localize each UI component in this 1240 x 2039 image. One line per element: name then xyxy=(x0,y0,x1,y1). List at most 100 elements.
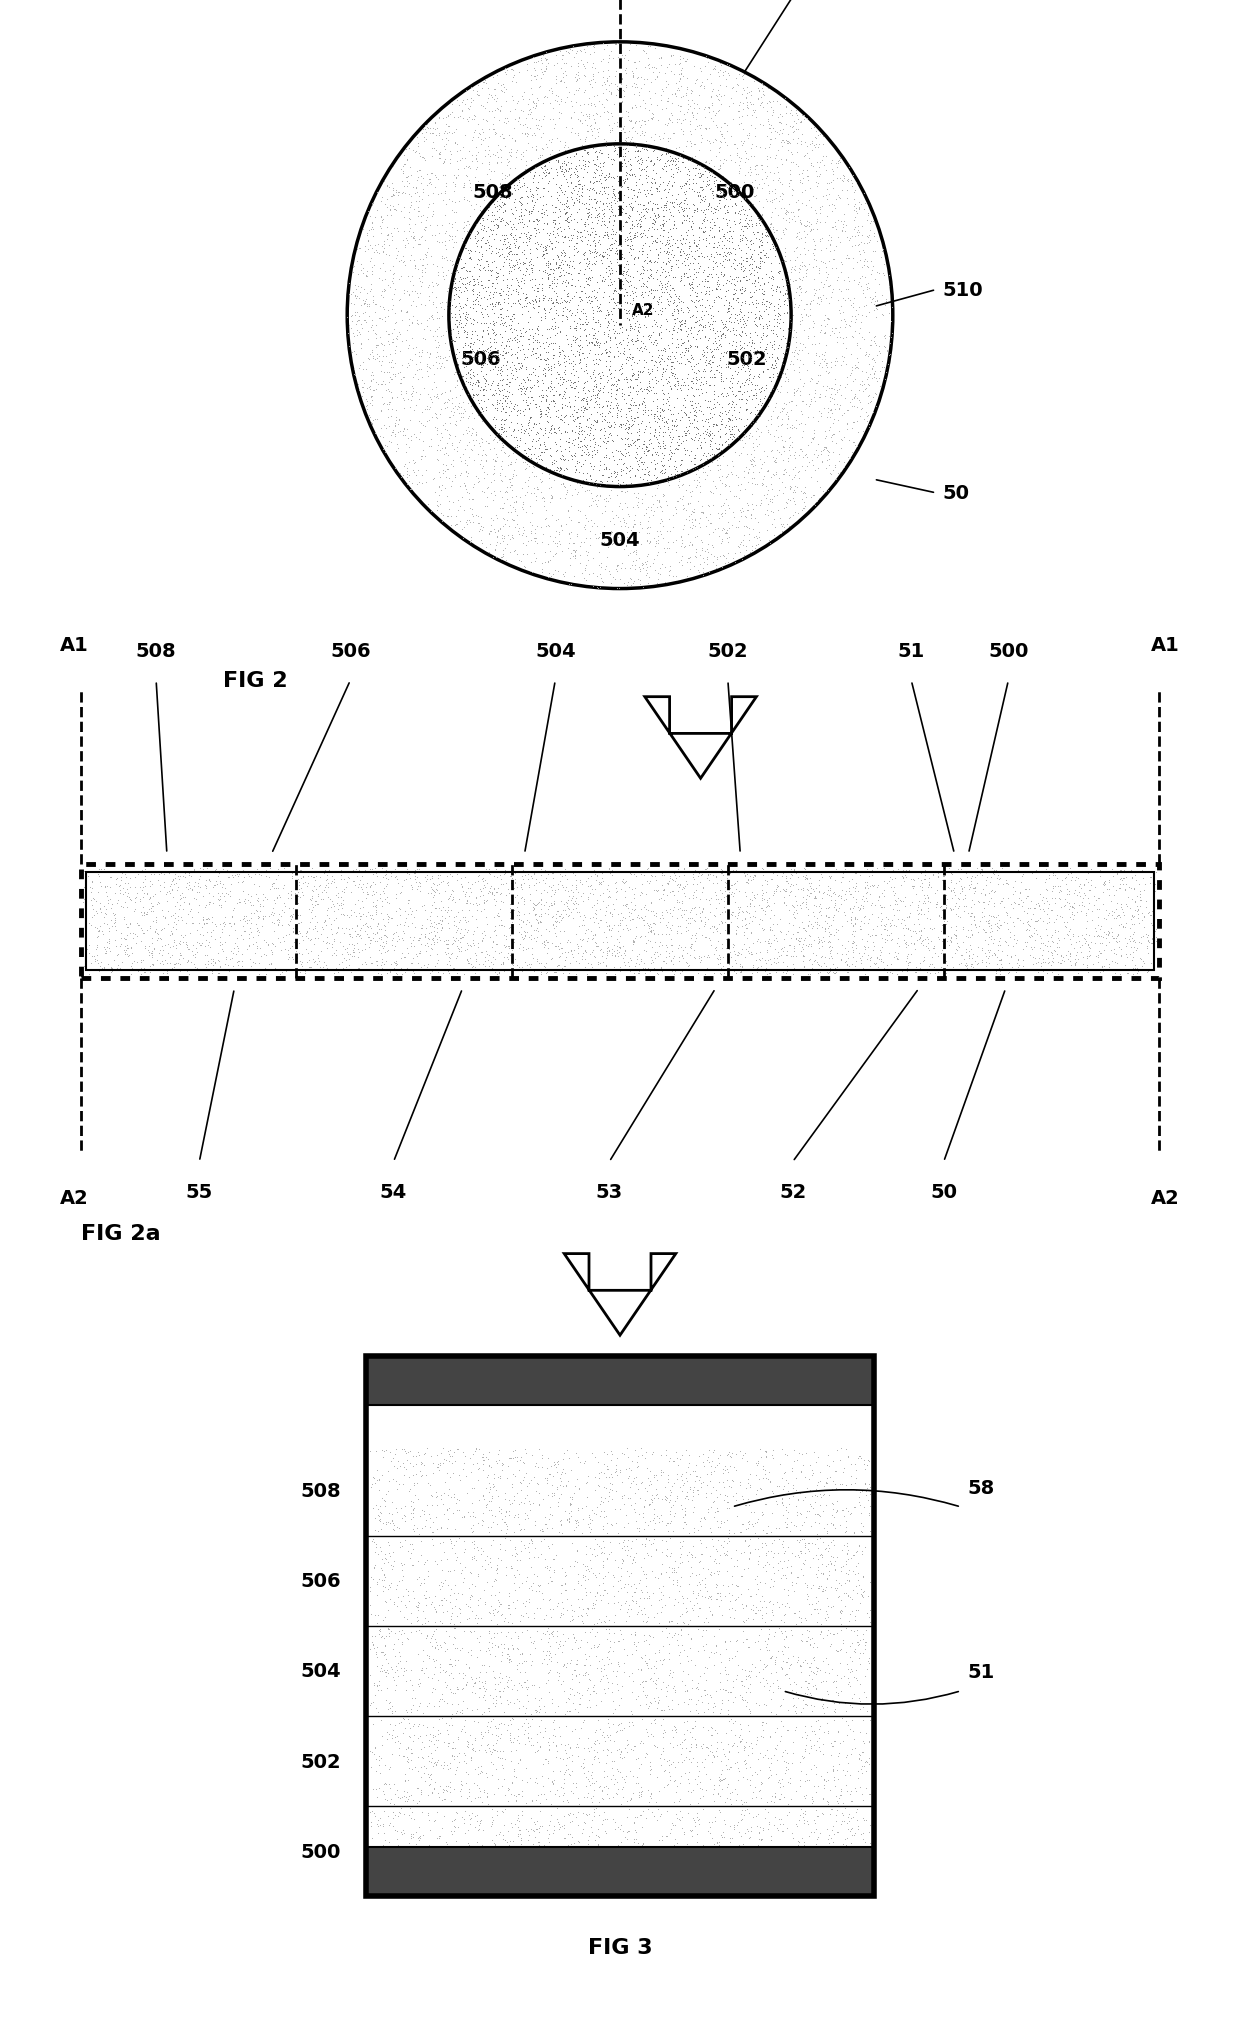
Point xyxy=(639,1468,658,1501)
Point xyxy=(601,267,621,300)
Point xyxy=(722,190,742,222)
Point xyxy=(386,1721,405,1754)
Point xyxy=(505,1809,525,1841)
Point xyxy=(804,1493,823,1525)
Point xyxy=(693,557,713,589)
Point xyxy=(557,202,577,234)
Point xyxy=(544,212,564,245)
Point xyxy=(740,241,760,273)
Point xyxy=(750,210,770,243)
Point xyxy=(684,424,704,457)
Point xyxy=(91,950,110,983)
Point xyxy=(740,865,760,897)
Point xyxy=(486,1860,506,1892)
Point xyxy=(739,1529,759,1562)
Point xyxy=(691,1837,711,1870)
Point xyxy=(765,1780,785,1813)
Point xyxy=(777,487,797,520)
Point xyxy=(440,149,460,181)
Point xyxy=(458,261,477,294)
Point xyxy=(847,887,867,920)
Point xyxy=(229,903,249,936)
Point xyxy=(771,934,791,966)
Point xyxy=(911,893,931,926)
Point xyxy=(554,1648,574,1680)
Point xyxy=(866,355,885,387)
Point xyxy=(402,190,422,222)
Point xyxy=(460,167,480,200)
Point xyxy=(647,567,667,599)
Point xyxy=(433,1843,453,1876)
Point xyxy=(546,232,565,265)
Point xyxy=(817,1619,837,1652)
Point xyxy=(480,332,500,365)
Point xyxy=(748,924,768,956)
Point xyxy=(649,1684,668,1717)
Point xyxy=(868,869,888,901)
Point xyxy=(154,948,174,981)
Point xyxy=(95,936,115,969)
Point xyxy=(551,453,570,485)
Point xyxy=(562,1821,582,1853)
Point xyxy=(538,396,558,428)
Point xyxy=(606,1754,626,1786)
Point xyxy=(458,1590,477,1623)
Point xyxy=(417,243,436,275)
Point xyxy=(723,897,743,930)
Point xyxy=(811,247,831,279)
Point xyxy=(484,1597,503,1629)
Point xyxy=(981,924,1001,956)
Point xyxy=(678,1546,698,1578)
Point xyxy=(723,104,743,137)
Point xyxy=(584,33,604,65)
Point xyxy=(358,292,378,324)
Point xyxy=(556,222,575,255)
Point xyxy=(494,1764,513,1796)
Point xyxy=(1133,946,1153,979)
Point xyxy=(355,946,374,979)
Point xyxy=(83,940,103,973)
Point xyxy=(393,416,413,449)
Point xyxy=(779,1497,799,1529)
Point xyxy=(811,267,831,300)
Point xyxy=(667,887,687,920)
Point xyxy=(838,1578,858,1611)
Point xyxy=(523,163,543,196)
Point xyxy=(388,867,408,899)
Point xyxy=(681,854,701,887)
Point xyxy=(804,1641,823,1674)
Point xyxy=(869,881,889,913)
Point xyxy=(807,287,827,320)
Point xyxy=(583,59,603,92)
Point xyxy=(749,202,769,234)
Point xyxy=(599,355,619,387)
Point xyxy=(538,916,558,948)
Point xyxy=(644,432,663,465)
Point xyxy=(502,881,522,913)
Point xyxy=(413,1819,433,1851)
Point xyxy=(613,171,632,204)
Point xyxy=(413,200,433,232)
Point xyxy=(562,1658,582,1690)
Point xyxy=(436,345,456,377)
Point xyxy=(714,259,734,292)
Point xyxy=(598,234,618,267)
Point xyxy=(577,228,596,261)
Point xyxy=(813,434,833,467)
Bar xyxy=(366,1356,874,1896)
Point xyxy=(830,416,849,449)
Point xyxy=(578,1731,598,1764)
Point xyxy=(621,897,641,930)
Point xyxy=(446,1486,466,1519)
Point xyxy=(692,895,712,928)
Point xyxy=(658,1868,678,1900)
Point xyxy=(534,867,554,899)
Point xyxy=(373,226,393,259)
Point xyxy=(556,126,575,159)
Point xyxy=(610,469,630,502)
Point xyxy=(830,373,849,406)
Point xyxy=(745,165,765,198)
Point xyxy=(618,422,637,455)
Point xyxy=(655,438,675,471)
Point xyxy=(596,1760,616,1792)
